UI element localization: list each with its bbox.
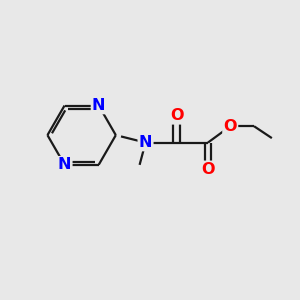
Text: O: O xyxy=(224,119,237,134)
Text: N: N xyxy=(92,98,106,113)
Text: N: N xyxy=(58,157,71,172)
Text: O: O xyxy=(201,162,215,177)
Text: O: O xyxy=(170,108,184,123)
Text: N: N xyxy=(139,135,152,150)
